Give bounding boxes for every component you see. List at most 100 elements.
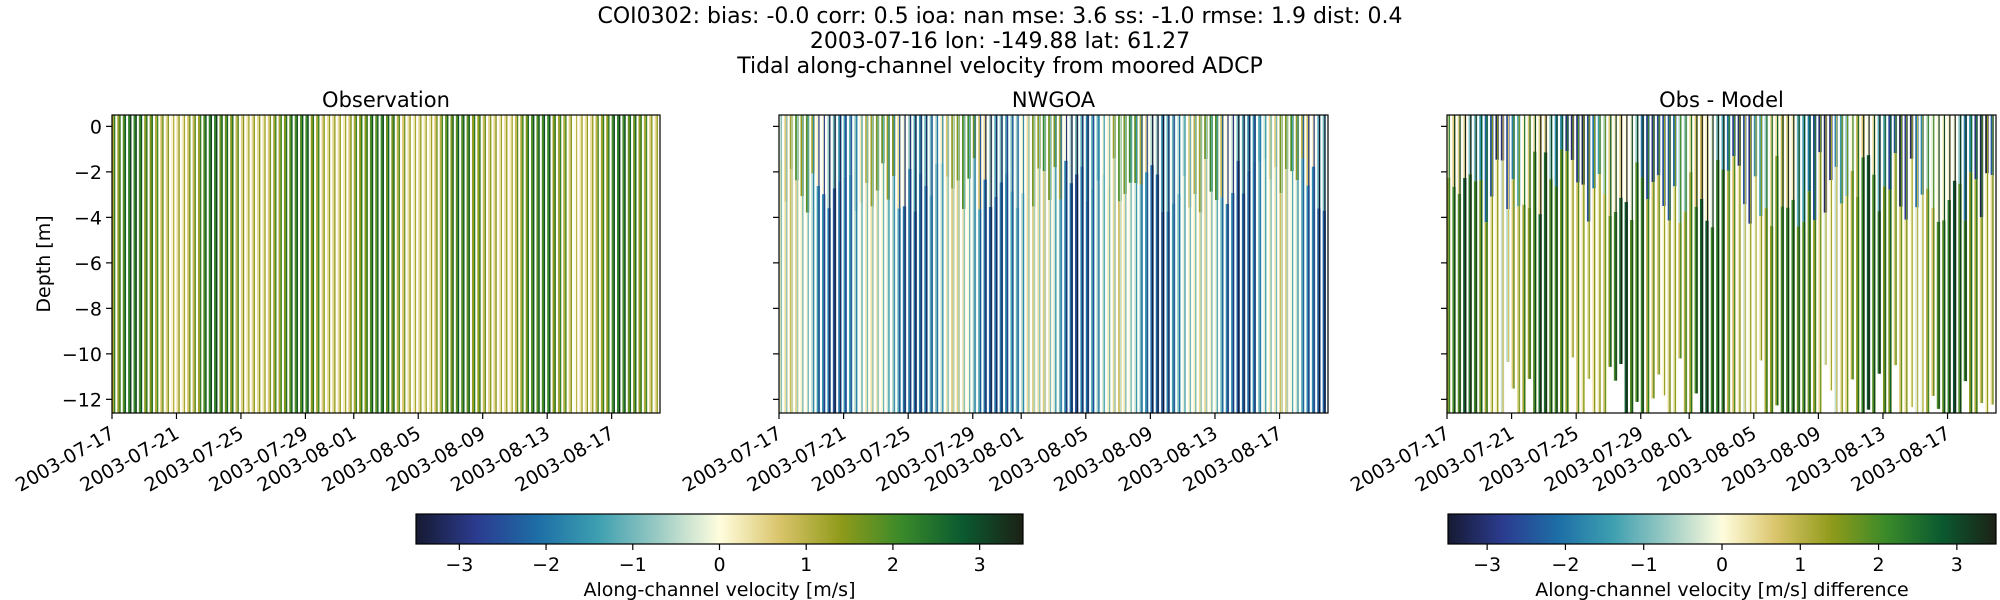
heatmap-column-line (205, 115, 207, 413)
heatmap-column (160, 115, 164, 413)
heatmap-column (257, 115, 261, 413)
heatmap-column-line (1976, 115, 1978, 413)
heatmap-column-line (1604, 115, 1606, 413)
heatmap-column-line (1954, 115, 1956, 413)
colorbar-tick-label: 2 (1873, 554, 1885, 576)
heatmap-cell-lower (1495, 159, 1499, 413)
heatmap-cell-upper (994, 115, 998, 197)
heatmap-column-line (484, 115, 486, 413)
heatmap-column (369, 115, 374, 413)
heatmap-column-line (264, 115, 266, 413)
heatmap-column-line (645, 115, 648, 413)
heatmap-column-line (259, 115, 261, 413)
heatmap-column-line (269, 115, 271, 413)
heatmap-column-line (1771, 115, 1773, 413)
y-tick-label: −4 (74, 207, 102, 229)
heatmap-column (649, 115, 653, 413)
colorbar-tick-label: 1 (800, 554, 812, 576)
heatmap-column (402, 115, 406, 413)
heatmap-cell-lower (1064, 160, 1068, 413)
heatmap-column-line (420, 115, 422, 413)
heatmap-column-line (1205, 115, 1208, 413)
heatmap-column (552, 115, 556, 413)
heatmap-column (203, 115, 207, 413)
heatmap-column-line (189, 115, 191, 413)
heatmap-cell-upper (811, 115, 815, 174)
heatmap-column (300, 115, 304, 413)
heatmap-column-line (570, 115, 572, 413)
heatmap-column-line (1637, 115, 1639, 402)
heatmap-column (627, 115, 632, 413)
heatmap-cell-lower (988, 207, 993, 413)
heatmap-column-line (1254, 115, 1256, 413)
heatmap-column-line (178, 115, 180, 413)
heatmap-column-line (1001, 115, 1003, 413)
heatmap-cell-lower (1306, 185, 1310, 413)
heatmap-column-line (242, 115, 245, 413)
heatmap-column-line (232, 115, 234, 413)
heatmap-column (181, 115, 186, 413)
panel-title: Observation (322, 88, 450, 112)
heatmap-column (267, 115, 272, 413)
heatmap-column-line (1022, 115, 1025, 413)
heatmap-cell-lower (1447, 177, 1451, 413)
heatmap-column-line (479, 115, 481, 413)
heatmap-column (498, 115, 503, 413)
heatmap-cell-lower (811, 173, 815, 413)
heatmap-column-line (447, 115, 449, 413)
heatmap-cell-upper (1549, 115, 1553, 180)
heatmap-column-line (1513, 115, 1515, 389)
heatmap-column-line (974, 115, 976, 413)
heatmap-column (391, 115, 395, 413)
heatmap-column-line (629, 115, 631, 413)
heatmap-column (412, 115, 417, 413)
colorbar-tick-label: −1 (1630, 554, 1658, 576)
heatmap-column (547, 115, 551, 413)
heatmap-column (316, 115, 320, 413)
heatmap-column-line (1152, 115, 1154, 413)
heatmap-column-line (1502, 115, 1504, 413)
heatmap-cell-lower (1155, 174, 1160, 413)
colorbar-tick-label: −3 (1473, 554, 1501, 576)
heatmap-cell-upper (1732, 115, 1736, 157)
heatmap-cell-lower (1630, 220, 1634, 413)
colorbar-tick-label: 0 (1716, 554, 1728, 576)
heatmap-cell-upper (1882, 115, 1887, 187)
heatmap-column-line (1270, 115, 1272, 413)
heatmap-cell-lower (1236, 160, 1240, 413)
heatmap-cell-upper (1193, 115, 1197, 195)
heatmap-cell-lower (1145, 172, 1149, 413)
heatmap-column-line (1028, 115, 1030, 413)
heatmap-column (133, 115, 137, 413)
heatmap-column-line (1464, 115, 1467, 413)
heatmap-column (321, 115, 325, 413)
heatmap-column (633, 115, 637, 413)
heatmap-column-line (1879, 115, 1881, 374)
heatmap-column-line (554, 115, 556, 413)
heatmap-column-line (1470, 115, 1472, 413)
heatmap-column-line (1809, 115, 1811, 413)
heatmap-column-line (1082, 115, 1084, 413)
y-axis-label: Depth [m] (33, 215, 55, 312)
heatmap-column-line (1550, 115, 1553, 413)
heatmap-column (154, 115, 159, 413)
heatmap-column (654, 115, 658, 413)
heatmap-column-line (1534, 115, 1536, 413)
heatmap-column-line (979, 115, 982, 413)
heatmap-column-line (1243, 115, 1245, 413)
heatmap-column-line (990, 115, 992, 413)
heatmap-column-line (328, 115, 331, 413)
heatmap-cell-lower (1882, 186, 1887, 413)
heatmap-column-line (522, 115, 524, 413)
heatmap-column-line (856, 115, 858, 413)
heatmap-column (219, 115, 223, 413)
heatmap-column-line (334, 115, 336, 413)
heatmap-column-line (371, 115, 374, 413)
heatmap-cell-upper (1769, 115, 1774, 227)
heatmap-column (418, 115, 422, 413)
heatmap-column-line (339, 115, 341, 413)
heatmap-column-line (1658, 115, 1660, 375)
heatmap-column-line (1076, 115, 1078, 413)
heatmap-column-line (1599, 115, 1601, 413)
heatmap-cell-lower (1538, 214, 1542, 413)
